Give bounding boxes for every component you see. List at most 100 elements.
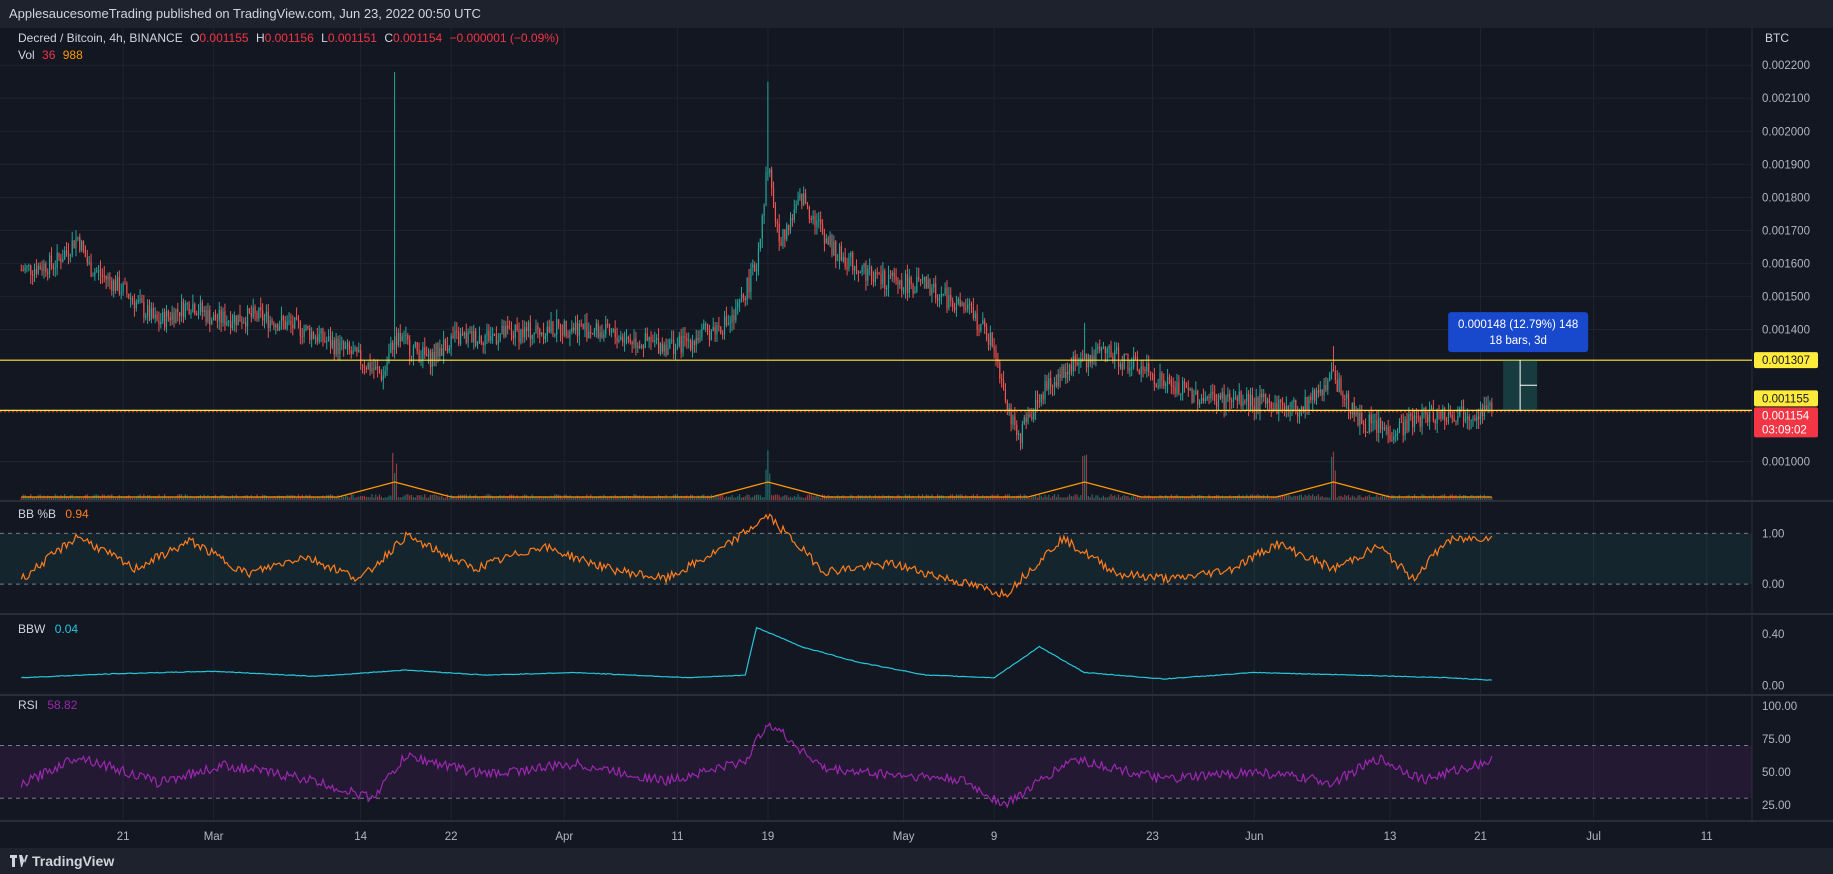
candle-body <box>175 309 177 323</box>
candle-body <box>393 336 396 350</box>
volume-bar <box>989 495 991 500</box>
bbw-line <box>21 626 1492 681</box>
volume-bar <box>654 496 656 500</box>
candle-body <box>814 216 816 227</box>
volume-bar <box>712 496 714 500</box>
candle-body <box>26 265 28 268</box>
volume-bar <box>1087 496 1089 500</box>
volume-bar <box>211 496 213 500</box>
volume-bar <box>624 495 626 500</box>
volume-bar <box>1361 497 1363 500</box>
candle-body <box>918 277 920 280</box>
volume-bar <box>505 496 507 500</box>
volume-bar <box>99 496 102 500</box>
volume-bar <box>482 495 484 500</box>
volume-bar <box>1476 495 1478 500</box>
price-axis-label: 0.001000 <box>1762 457 1810 469</box>
candle-body <box>1413 415 1416 427</box>
volume-bar <box>1293 495 1295 500</box>
candle-body <box>872 279 875 282</box>
candle-body <box>705 323 707 325</box>
bbw-pane[interactable] <box>21 626 1492 681</box>
candle-body <box>982 320 984 324</box>
volume-bar <box>1048 494 1050 500</box>
candle-body <box>311 332 313 340</box>
candle-body <box>184 303 186 317</box>
candle-body <box>1084 353 1086 359</box>
candle-body <box>459 334 462 344</box>
candle-body <box>948 295 950 309</box>
candle-body <box>439 348 441 357</box>
candle-body <box>324 340 326 342</box>
volume-bar <box>1161 495 1163 500</box>
volume-bar <box>82 497 85 500</box>
candle-body <box>265 311 267 317</box>
candle-body <box>130 298 132 300</box>
candle-body <box>1087 354 1089 368</box>
volume-bar <box>1393 495 1395 500</box>
candle-body <box>1168 377 1171 380</box>
volume-bar <box>1383 496 1385 500</box>
candle-body <box>1478 416 1480 420</box>
measure-tool[interactable]: 0.000148 (12.79%) 148 18 bars, 3d <box>1448 312 1589 353</box>
volume-bar <box>933 497 935 500</box>
candle-body <box>1259 393 1261 411</box>
candle-body <box>1268 399 1270 403</box>
volume-bar <box>529 497 531 500</box>
chart-area[interactable]: 0.002200 0.002100 0.002000 0.001900 0.001800… <box>0 28 1833 848</box>
volume-bar <box>778 495 780 500</box>
volume-bar <box>1268 497 1270 500</box>
volume-bar <box>591 496 594 500</box>
volume-bar <box>1370 496 1372 500</box>
volume-bar <box>772 495 775 500</box>
candle-body <box>1432 407 1434 421</box>
candle-body <box>360 350 362 365</box>
candle-body <box>1332 369 1335 372</box>
volume-bar <box>987 496 990 500</box>
volume-bar <box>361 496 364 500</box>
candle-body <box>344 346 347 349</box>
volume-bar <box>156 497 158 500</box>
volume-bar <box>576 495 579 500</box>
candle-body <box>416 342 418 352</box>
rsi-pane[interactable] <box>0 721 1752 809</box>
candle-body <box>955 303 958 311</box>
volume-bar <box>757 494 760 500</box>
volume-bar <box>476 497 479 500</box>
candle-body <box>776 222 778 224</box>
candle-body <box>348 343 350 351</box>
volume-bar <box>1204 497 1206 500</box>
candle-body <box>367 363 369 370</box>
volume-bar <box>706 495 709 500</box>
candle-body <box>1153 374 1155 385</box>
volume-bar <box>791 497 793 500</box>
candle-body <box>903 290 905 292</box>
candle-body <box>648 337 650 341</box>
volume-bar <box>1319 496 1321 500</box>
candle-body <box>1248 393 1250 410</box>
time-axis-label: 14 <box>354 831 367 843</box>
volume-bar <box>33 496 36 500</box>
candle-body <box>1396 432 1399 435</box>
candle-body <box>48 255 51 274</box>
volume-bar <box>833 497 835 500</box>
time-axis[interactable]: 21 Mar 14 22 Apr 11 19 May 9 23 Jun 13 21 Jul 11 <box>117 831 1713 843</box>
bb-percent-pane[interactable] <box>0 513 1752 598</box>
candle-body <box>614 329 616 338</box>
candle-body <box>591 333 594 335</box>
volume-bar <box>1138 496 1140 500</box>
candle-body <box>1053 382 1056 387</box>
volume-bar <box>141 497 143 500</box>
candle-body <box>1415 415 1418 417</box>
candle-body <box>816 220 818 227</box>
candle-body <box>1287 406 1289 413</box>
price-axis[interactable]: 0.002200 0.002100 0.002000 0.001900 0.001800… <box>1762 60 1810 812</box>
candle-body <box>431 351 433 368</box>
price-pane[interactable] <box>0 71 1752 500</box>
candle-body <box>895 276 897 281</box>
volume-bar <box>582 496 584 500</box>
candle-body <box>573 327 575 331</box>
volume-bar <box>803 497 805 500</box>
chart-svg[interactable]: 0.002200 0.002100 0.002000 0.001900 0.001800… <box>0 28 1833 848</box>
tradingview-logo[interactable]: TradingView <box>10 853 114 869</box>
